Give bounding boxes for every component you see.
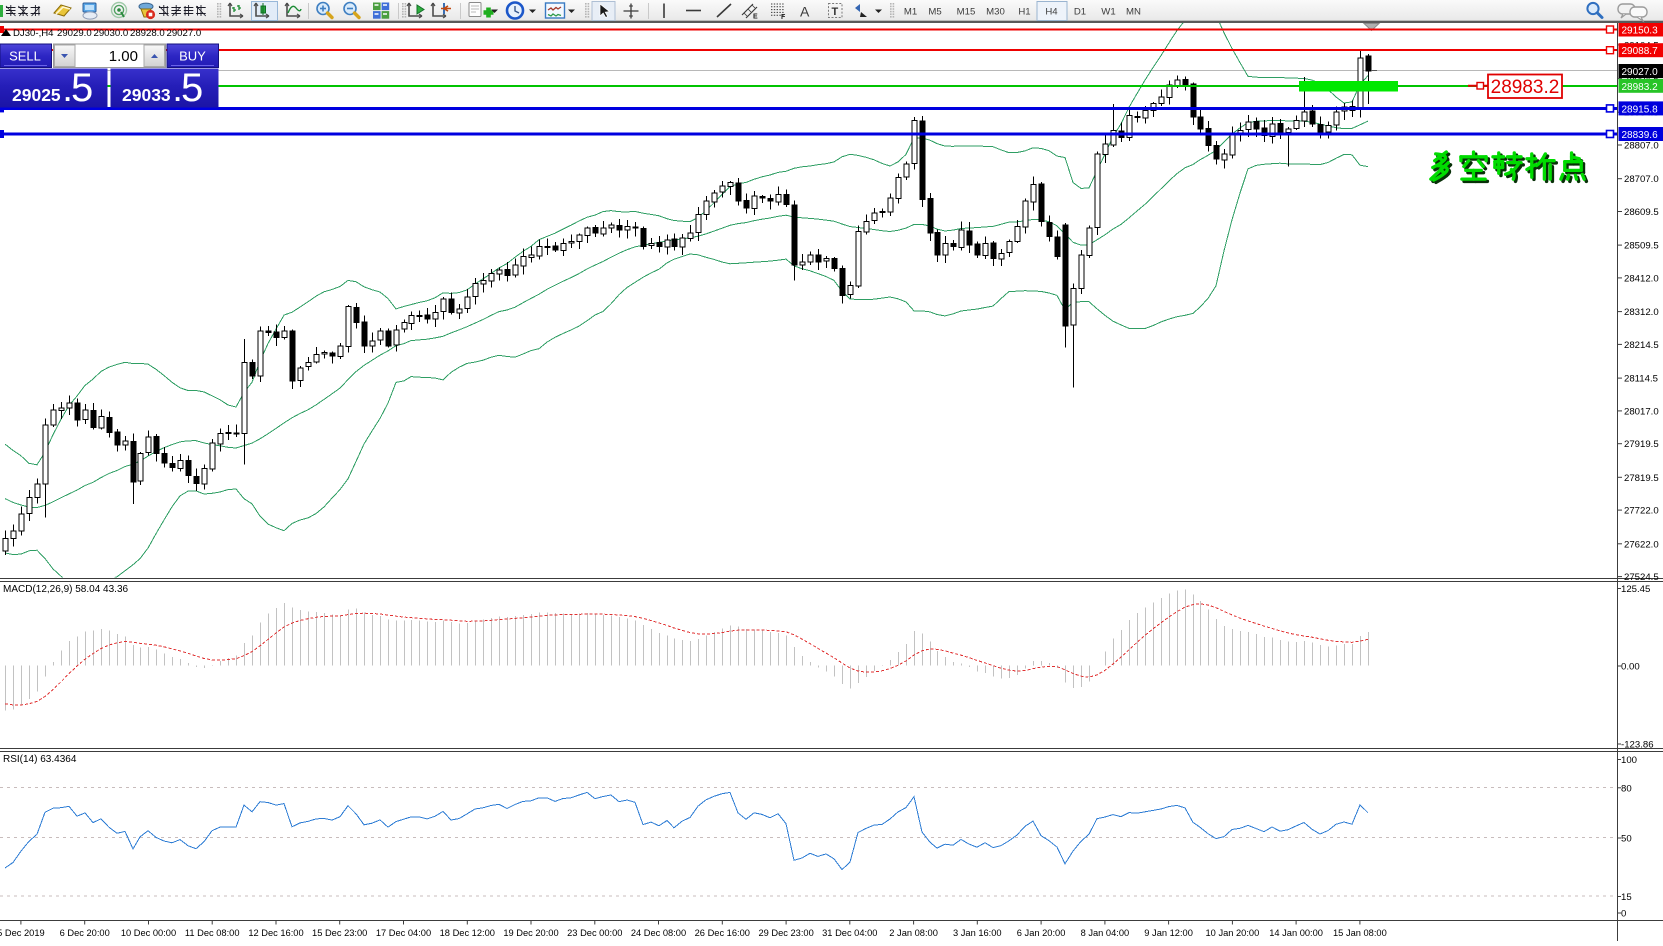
svg-text:26 Dec 16:00: 26 Dec 16:00 (695, 928, 750, 938)
svg-text:D1: D1 (1074, 7, 1086, 18)
svg-text:27722.0: 27722.0 (1624, 506, 1659, 517)
svg-text:1.00: 1.00 (109, 48, 138, 65)
svg-text:6 Jan 20:00: 6 Jan 20:00 (1017, 928, 1066, 938)
svg-text:H1: H1 (1018, 7, 1030, 18)
svg-text:28609.5: 28609.5 (1624, 207, 1659, 218)
svg-text:T: T (832, 6, 839, 18)
svg-text:2 Jan 08:00: 2 Jan 08:00 (889, 928, 938, 938)
svg-text:17 Dec 04:00: 17 Dec 04:00 (376, 928, 431, 938)
svg-text:6 Dec 20:00: 6 Dec 20:00 (60, 928, 110, 938)
svg-text:15 Jan 08:00: 15 Jan 08:00 (1333, 928, 1387, 938)
svg-text:5 Dec 2019: 5 Dec 2019 (0, 928, 45, 938)
svg-text:28114.5: 28114.5 (1624, 374, 1658, 385)
svg-text:125.45: 125.45 (1621, 584, 1650, 595)
svg-text:28983.2: 28983.2 (1622, 82, 1659, 93)
svg-text:29029.0: 29029.0 (57, 28, 92, 39)
svg-text:27919.5: 27919.5 (1624, 439, 1659, 450)
svg-text:10 Dec 00:00: 10 Dec 00:00 (121, 928, 176, 938)
svg-text:27819.5: 27819.5 (1624, 473, 1659, 484)
svg-text:3 Jan 16:00: 3 Jan 16:00 (953, 928, 1002, 938)
svg-text:28915.8: 28915.8 (1622, 104, 1659, 115)
svg-text:29 Dec 23:00: 29 Dec 23:00 (758, 928, 813, 938)
svg-text:0.00: 0.00 (1621, 662, 1640, 673)
svg-text:28214.5: 28214.5 (1624, 340, 1659, 351)
svg-text:31 Dec 04:00: 31 Dec 04:00 (822, 928, 877, 938)
svg-text:.: . (64, 77, 71, 107)
svg-text:28807.0: 28807.0 (1624, 141, 1659, 152)
svg-text:H4: H4 (1045, 7, 1058, 18)
svg-text:-123.86: -123.86 (1621, 740, 1654, 751)
svg-text:29025: 29025 (12, 85, 61, 105)
svg-text:10 Jan 20:00: 10 Jan 20:00 (1206, 928, 1260, 938)
svg-text:80: 80 (1621, 783, 1632, 794)
svg-text:28839.6: 28839.6 (1622, 130, 1659, 141)
svg-text:19 Dec 20:00: 19 Dec 20:00 (503, 928, 558, 938)
svg-text:W1: W1 (1101, 7, 1115, 18)
svg-text:15: 15 (1621, 892, 1632, 903)
svg-text:A: A (800, 4, 810, 20)
svg-text:23 Dec 00:00: 23 Dec 00:00 (567, 928, 622, 938)
svg-text:DJ30-,H4: DJ30-,H4 (13, 28, 54, 39)
svg-text:MACD(12,26,9) 58.04 43.36: MACD(12,26,9) 58.04 43.36 (3, 584, 129, 595)
svg-text:SELL: SELL (9, 49, 41, 64)
svg-text:M5: M5 (928, 7, 941, 18)
svg-text:28509.5: 28509.5 (1624, 241, 1659, 252)
svg-text:28983.2: 28983.2 (1491, 77, 1560, 98)
svg-text:29027.0: 29027.0 (167, 28, 202, 39)
svg-text:M1: M1 (904, 7, 917, 18)
svg-text:18 Dec 12:00: 18 Dec 12:00 (440, 928, 495, 938)
svg-text:15 Dec 23:00: 15 Dec 23:00 (312, 928, 367, 938)
svg-text:28312.0: 28312.0 (1624, 307, 1659, 318)
svg-text:5: 5 (181, 66, 203, 110)
svg-text:8 Jan 04:00: 8 Jan 04:00 (1081, 928, 1130, 938)
svg-text:28412.0: 28412.0 (1624, 273, 1659, 284)
svg-text:28707.0: 28707.0 (1624, 174, 1659, 185)
svg-text:MN: MN (1126, 7, 1141, 18)
svg-text:28017.0: 28017.0 (1624, 406, 1659, 417)
svg-text:29150.3: 29150.3 (1622, 26, 1659, 37)
svg-text:5: 5 (71, 66, 93, 110)
svg-text:9 Jan 12:00: 9 Jan 12:00 (1144, 928, 1193, 938)
svg-text:50: 50 (1621, 834, 1632, 845)
svg-text:29033: 29033 (122, 85, 171, 105)
svg-text:29088.7: 29088.7 (1622, 46, 1659, 57)
svg-text:24 Dec 08:00: 24 Dec 08:00 (631, 928, 686, 938)
svg-text:0: 0 (1621, 909, 1626, 920)
svg-text:.: . (174, 77, 181, 107)
svg-text:27524.5: 27524.5 (1624, 572, 1659, 583)
svg-text:E: E (753, 14, 758, 21)
svg-text:29030.0: 29030.0 (94, 28, 129, 39)
svg-text:BUY: BUY (179, 49, 206, 64)
svg-text:100: 100 (1621, 755, 1637, 766)
svg-text:F: F (781, 14, 786, 21)
svg-text:28928.0: 28928.0 (130, 28, 165, 39)
svg-text:12 Dec 16:00: 12 Dec 16:00 (248, 928, 303, 938)
svg-text:27622.0: 27622.0 (1624, 539, 1659, 550)
svg-text:RSI(14) 63.4364: RSI(14) 63.4364 (3, 754, 77, 765)
svg-text:14 Jan 00:00: 14 Jan 00:00 (1269, 928, 1323, 938)
svg-text:11 Dec 08:00: 11 Dec 08:00 (185, 928, 240, 938)
svg-text:29027.0: 29027.0 (1622, 67, 1659, 78)
svg-text:M15: M15 (957, 7, 976, 18)
svg-text:M30: M30 (986, 7, 1005, 18)
